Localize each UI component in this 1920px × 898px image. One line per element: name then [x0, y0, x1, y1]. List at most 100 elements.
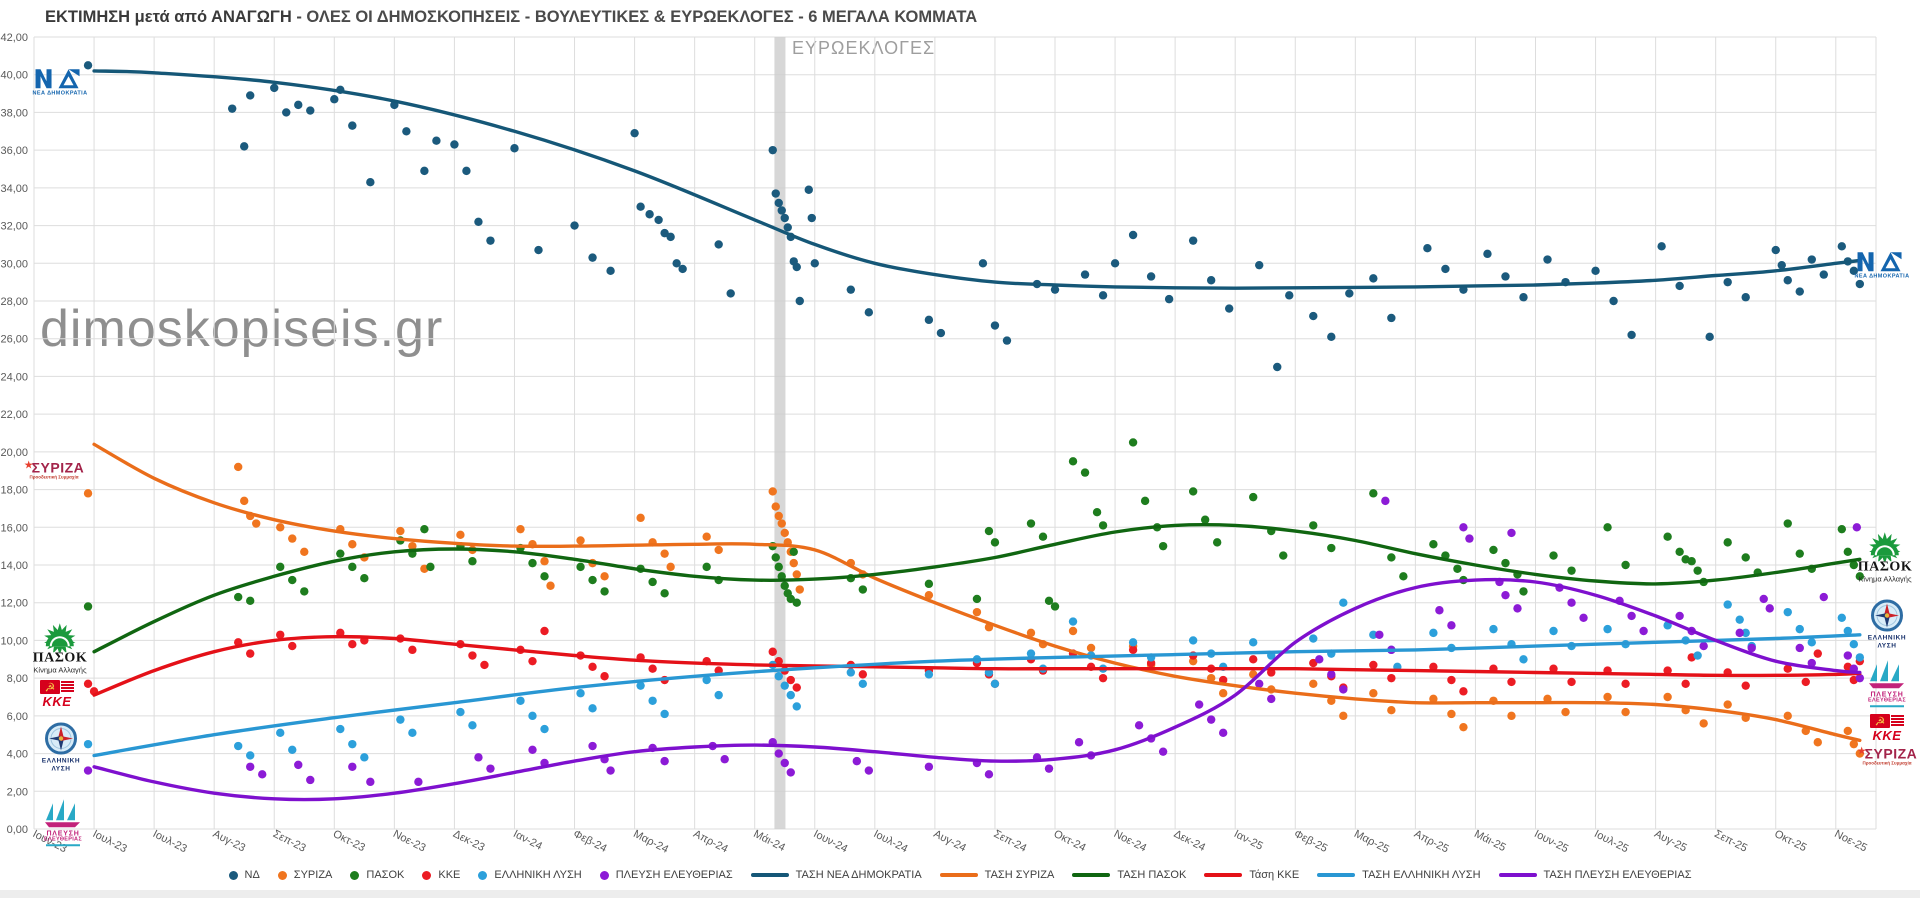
svg-text:34,00: 34,00 — [0, 183, 28, 195]
legend-syriza: ΣΥΡΙΖΑ — [277, 869, 333, 881]
svg-text:Αυγ-25: Αυγ-25 — [1652, 828, 1688, 854]
svg-text:Σεπ-25: Σεπ-25 — [1712, 828, 1749, 855]
svg-text:Απρ-25: Απρ-25 — [1412, 828, 1450, 856]
grid-lines — [33, 36, 1877, 830]
svg-text:42,00: 42,00 — [0, 32, 28, 44]
svg-text:Ιαν-25: Ιαν-25 — [1232, 828, 1265, 853]
legend-pasok: ΠΑΣΟΚ — [350, 869, 404, 881]
page-title-rest: - ΟΛΕΣ ΟΙ ΔΗΜΟΣΚΟΠΗΣΕΙΣ - ΒΟΥΛΕΥΤΙΚΕΣ & … — [291, 8, 978, 26]
scatter-nd — [83, 61, 1865, 372]
svg-text:10,00: 10,00 — [0, 635, 28, 647]
svg-text:Απρ-24: Απρ-24 — [691, 828, 729, 856]
legend-nd-label: ΝΔ — [244, 869, 260, 881]
legend-nd-marker — [228, 870, 238, 880]
svg-text:8,00: 8,00 — [7, 673, 28, 685]
legend-trend-syriza-marker — [939, 873, 978, 877]
svg-text:Ιουλ-23: Ιουλ-23 — [91, 828, 129, 855]
legend-trend-syriza-label: ΤΑΣΗ ΣΥΡΙΖΑ — [984, 869, 1055, 881]
svg-text:Αυγ-23: Αυγ-23 — [211, 828, 247, 854]
svg-text:Ιουλ-24: Ιουλ-24 — [871, 828, 909, 855]
svg-text:16,00: 16,00 — [0, 522, 28, 534]
chart-legend: ΝΔ ΣΥΡΙΖΑ ΠΑΣΟΚ ΚΚΕ ΕΛΛΗΝΙΚΗ ΛΥΣΗ ΠΛΕΥΣΗ ΕΛΕΥ… — [0, 869, 1920, 881]
legend-trend-ellysi: ΤΑΣΗ ΕΛΛΗΝΙΚΗ ΛΥΣΗ — [1317, 869, 1481, 881]
legend-kke-marker — [422, 870, 432, 880]
svg-text:30,00: 30,00 — [0, 258, 28, 270]
svg-text:38,00: 38,00 — [0, 107, 28, 119]
legend-plefsi: ΠΛΕΥΣΗ ΕΛΕΥΘΕΡΙΑΣ — [599, 869, 733, 881]
legend-ellysi-label: ΕΛΛΗΝΙΚΗ ΛΥΣΗ — [494, 869, 582, 881]
svg-text:Φεβ-24: Φεβ-24 — [571, 828, 608, 855]
legend-pasok-marker — [350, 870, 360, 880]
legend-trend-plefsi-marker — [1498, 873, 1537, 877]
svg-text:Μάι-24: Μάι-24 — [751, 828, 787, 854]
svg-text:2,00: 2,00 — [7, 786, 28, 798]
euroelections-band — [774, 37, 786, 829]
trend-ellysi — [92, 633, 1862, 758]
scatter-ellysi — [83, 598, 1865, 762]
scatter-pasok — [83, 438, 1865, 611]
trend-syriza — [92, 442, 1862, 743]
legend-syriza-marker — [277, 870, 287, 880]
svg-text:18,00: 18,00 — [0, 485, 28, 497]
trend-plefsi — [92, 577, 1862, 802]
svg-text:36,00: 36,00 — [0, 145, 28, 157]
trend-pasok — [92, 522, 1862, 654]
svg-text:Οκτ-23: Οκτ-23 — [331, 828, 367, 854]
legend-trend-plefsi: ΤΑΣΗ ΠΛΕΥΣΗ ΕΛΕΥΘΕΡΙΑΣ — [1498, 869, 1692, 881]
legend-ellysi: ΕΛΛΗΝΙΚΗ ΛΥΣΗ — [478, 869, 582, 881]
bottom-strip — [0, 890, 1920, 898]
svg-text:14,00: 14,00 — [0, 560, 28, 572]
legend-plefsi-label: ΠΛΕΥΣΗ ΕΛΕΥΘΕΡΙΑΣ — [615, 869, 733, 881]
euroelections-label: ΕΥΡΩΕΚΛΟΓΕΣ — [792, 38, 936, 58]
svg-text:Ιουλ-25: Ιουλ-25 — [1592, 828, 1630, 855]
legend-trend-pasok-label: ΤΑΣΗ ΠΑΣΟΚ — [1117, 869, 1187, 881]
svg-text:26,00: 26,00 — [0, 334, 28, 346]
legend-trend-kke-marker — [1204, 873, 1243, 877]
svg-text:Νοε-25: Νοε-25 — [1832, 828, 1869, 855]
svg-text:0,00: 0,00 — [7, 824, 28, 836]
svg-text:Μάι-25: Μάι-25 — [1472, 828, 1508, 854]
svg-text:Σεπ-23: Σεπ-23 — [271, 828, 308, 855]
svg-text:Δεκ-23: Δεκ-23 — [451, 828, 486, 854]
legend-ellysi-marker — [478, 870, 488, 880]
svg-text:32,00: 32,00 — [0, 221, 28, 233]
svg-text:Ιαν-24: Ιαν-24 — [511, 828, 544, 853]
svg-text:20,00: 20,00 — [0, 447, 28, 459]
x-axis-labels: Ιουν-23 Ιουλ-23 Ιουλ-23 Αυγ-23 Σεπ-23 Οκτ-23 Ν… — [31, 828, 1869, 856]
svg-text:Φεβ-25: Φεβ-25 — [1292, 828, 1329, 855]
legend-trend-nd-marker — [750, 873, 789, 877]
svg-text:Σεπ-24: Σεπ-24 — [992, 828, 1029, 855]
svg-text:Μαρ-25: Μαρ-25 — [1352, 828, 1391, 856]
legend-syriza-label: ΣΥΡΙΖΑ — [293, 869, 333, 881]
legend-trend-ellysi-label: ΤΑΣΗ ΕΛΛΗΝΙΚΗ ΛΥΣΗ — [1362, 869, 1481, 881]
svg-text:Νοε-23: Νοε-23 — [391, 828, 428, 855]
y-axis-labels: 0,00 2,00 4,00 6,00 8,00 10,00 12,00 14,00 16,00… — [0, 32, 28, 836]
legend-trend-syriza: ΤΑΣΗ ΣΥΡΙΖΑ — [939, 869, 1055, 881]
legend-kke: ΚΚΕ — [422, 869, 460, 881]
legend-trend-pasok-marker — [1072, 873, 1111, 877]
svg-text:Ιουν-24: Ιουν-24 — [811, 828, 849, 855]
legend-kke-label: ΚΚΕ — [438, 869, 461, 881]
svg-text:40,00: 40,00 — [0, 70, 28, 82]
legend-plefsi-marker — [599, 870, 609, 880]
svg-text:12,00: 12,00 — [0, 598, 28, 610]
scatter-syriza — [83, 462, 1865, 758]
legend-nd: ΝΔ — [228, 869, 260, 881]
svg-text:24,00: 24,00 — [0, 371, 28, 383]
trend-nd — [92, 69, 1862, 290]
svg-text:Νοε-24: Νοε-24 — [1112, 828, 1149, 855]
legend-trend-nd: ΤΑΣΗ ΝΕΑ ΔΗΜΟΚΡΑΤΙΑ — [750, 869, 922, 881]
legend-trend-plefsi-label: ΤΑΣΗ ΠΛΕΥΣΗ ΕΛΕΥΘΕΡΙΑΣ — [1543, 869, 1692, 881]
page-title-bold: ΕΚΤΙΜΗΣΗ μετά από ΑΝΑΓΩΓΗ — [45, 8, 292, 26]
legend-pasok-label: ΠΑΣΟΚ — [366, 869, 405, 881]
svg-text:Ιουλ-23: Ιουλ-23 — [151, 828, 189, 855]
watermark: dimoskopiseis.gr — [40, 300, 444, 358]
legend-trend-ellysi-marker — [1317, 873, 1356, 877]
legend-trend-pasok: ΤΑΣΗ ΠΑΣΟΚ — [1072, 869, 1186, 881]
svg-text:4,00: 4,00 — [7, 749, 28, 761]
svg-text:Οκτ-25: Οκτ-25 — [1772, 828, 1808, 854]
svg-text:Ιουν-25: Ιουν-25 — [1532, 828, 1570, 855]
trend-kke — [92, 634, 1862, 697]
